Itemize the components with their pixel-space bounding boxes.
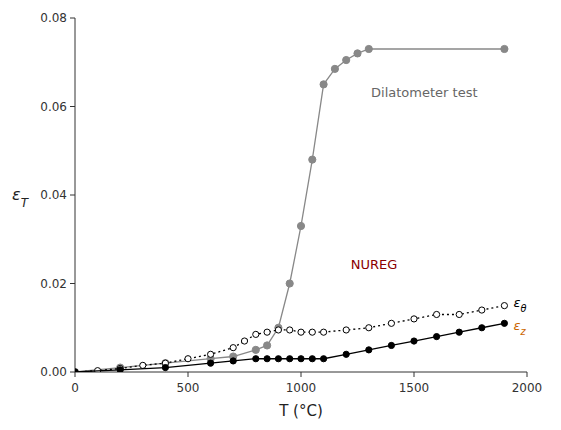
y-tick-label: 0.08 <box>40 11 67 25</box>
series-marker <box>456 311 462 317</box>
series-marker <box>264 329 270 335</box>
series-marker <box>434 311 440 317</box>
series-marker <box>117 367 123 372</box>
series-marker <box>253 331 259 337</box>
plot-area <box>75 45 508 372</box>
series-marker <box>264 342 271 349</box>
axes: 0 500 1000 1500 2000 0.00 0.02 0.04 0.06 0.08 <box>40 11 542 395</box>
y-tick <box>70 372 75 373</box>
y-tick-label: 0.02 <box>40 277 67 291</box>
series-marker <box>501 45 508 52</box>
series-marker <box>252 346 259 353</box>
series-marker <box>287 327 293 333</box>
x-tick <box>188 372 189 377</box>
series-marker <box>343 327 349 333</box>
x-tick-label: 500 <box>177 381 200 395</box>
series-marker <box>253 356 259 362</box>
annotations: Dilatometer test NUREG εθ εz <box>351 85 527 336</box>
series-marker <box>309 156 316 163</box>
x-tick-label: 1000 <box>286 381 317 395</box>
series <box>75 45 508 372</box>
series-marker <box>456 329 462 335</box>
series-marker <box>162 364 168 370</box>
series-marker <box>411 316 417 322</box>
series-marker <box>343 351 349 357</box>
series-marker <box>343 56 350 63</box>
annotation: NUREG <box>351 257 398 272</box>
series-marker <box>230 345 236 351</box>
series-marker <box>501 320 507 326</box>
series-line <box>75 323 504 372</box>
y-tick <box>70 195 75 196</box>
series-marker <box>287 356 293 362</box>
series-marker <box>479 307 485 313</box>
series-marker <box>388 320 394 326</box>
x-tick-label: 2000 <box>512 381 543 395</box>
series-marker <box>354 50 361 57</box>
series-marker <box>366 347 372 353</box>
series-marker <box>309 329 315 335</box>
annotation: εθ <box>513 295 526 314</box>
series-marker <box>366 325 372 331</box>
x-tick <box>75 372 76 377</box>
x-axis-label: T (°C) <box>278 402 323 420</box>
series <box>75 320 508 372</box>
y-axis-label: εT <box>12 185 30 210</box>
series-marker <box>230 358 236 364</box>
series <box>75 303 508 372</box>
series-marker <box>241 338 247 344</box>
y-tick <box>70 18 75 19</box>
annotation: εz <box>513 317 526 336</box>
series-marker <box>75 369 78 372</box>
y-tick <box>70 283 75 284</box>
series-marker <box>320 81 327 88</box>
x-tick-label: 0 <box>71 381 79 395</box>
series-marker <box>208 351 214 357</box>
series-marker <box>365 45 372 52</box>
series-line <box>75 49 504 372</box>
series-marker <box>479 325 485 331</box>
series-marker <box>331 65 338 72</box>
series-marker <box>411 338 417 344</box>
series-marker <box>501 303 507 309</box>
x-tick <box>527 372 528 377</box>
annotation: Dilatometer test <box>371 85 477 100</box>
series-marker <box>286 280 293 287</box>
series-marker <box>434 334 440 340</box>
x-tick <box>301 372 302 377</box>
series-marker <box>388 342 394 348</box>
y-tick-label: 0.06 <box>40 100 67 114</box>
series-marker <box>309 356 315 362</box>
chart: 0 500 1000 1500 2000 0.00 0.02 0.04 0.06 0.08 T (°… <box>0 0 561 430</box>
x-tick-label: 1500 <box>399 381 430 395</box>
series-line <box>75 306 504 372</box>
series-marker <box>75 368 79 372</box>
series-marker <box>321 329 327 335</box>
series-marker <box>140 362 146 368</box>
y-tick-label: 0.04 <box>40 188 67 202</box>
series-marker <box>264 356 270 362</box>
series-marker <box>321 356 327 362</box>
series-marker <box>75 369 78 372</box>
series-marker <box>275 356 281 362</box>
series-marker <box>208 360 214 366</box>
x-tick <box>414 372 415 377</box>
series-marker <box>297 222 304 229</box>
series-marker <box>298 329 304 335</box>
series-marker <box>298 356 304 362</box>
series-marker <box>275 327 281 333</box>
series-marker <box>185 356 191 362</box>
y-tick-label: 0.00 <box>40 365 67 379</box>
y-tick <box>70 106 75 107</box>
